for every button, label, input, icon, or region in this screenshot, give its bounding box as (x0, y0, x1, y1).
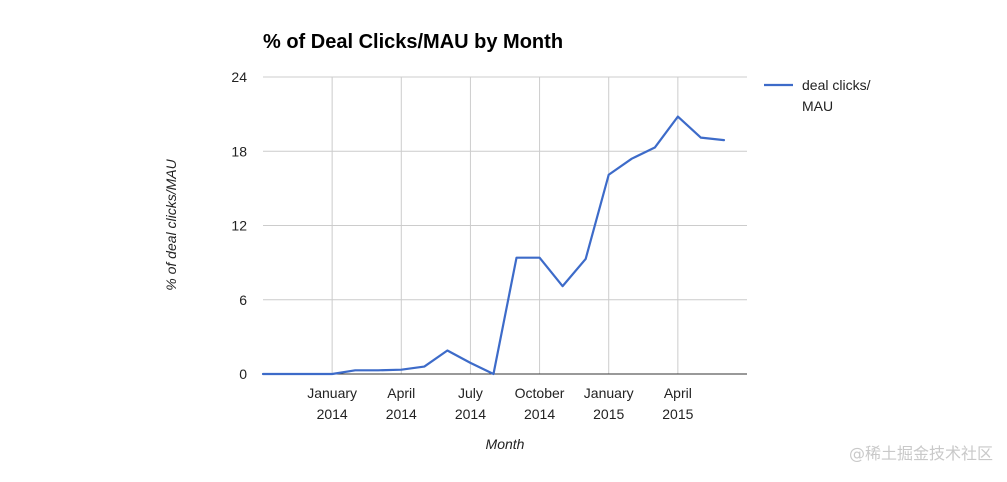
watermark-text: @稀土掘金技术社区 (848, 444, 993, 463)
chart-title: % of Deal Clicks/MAU by Month (263, 31, 563, 53)
x-tick-label: 2014 (386, 406, 417, 422)
series-line (261, 115, 726, 376)
x-tick-label: 2015 (662, 406, 693, 422)
x-tick-label: October (515, 385, 565, 401)
y-tick-label: 24 (231, 69, 247, 85)
x-tick-label: April (664, 385, 692, 401)
y-tick-label: 12 (231, 218, 247, 234)
x-tick-label: 2014 (524, 406, 555, 422)
y-axis-ticks: 0 6 12 18 24 (231, 69, 247, 382)
grid (263, 76, 747, 374)
y-tick-label: 0 (239, 366, 247, 382)
x-tick-label: 2014 (317, 406, 348, 422)
y-tick-label: 6 (239, 292, 247, 308)
x-tick-label: July (458, 385, 483, 401)
legend: deal clicks/MAU (764, 77, 871, 114)
x-tick-label: January (584, 385, 634, 401)
series-layer (261, 115, 726, 376)
x-tick-label: 2014 (455, 406, 486, 422)
y-axis-title: % of deal clicks/MAU (163, 158, 179, 290)
legend-label: deal clicks/ (802, 77, 871, 93)
legend-label: MAU (802, 98, 833, 114)
x-tick-label: January (307, 385, 357, 401)
y-tick-label: 18 (231, 143, 247, 159)
x-tick-label: 2015 (593, 406, 624, 422)
x-tick-label: April (387, 385, 415, 401)
x-axis-ticks: January 2014 April 2014 July 2014 October 2014 J… (307, 385, 693, 422)
x-axis-title: Month (486, 436, 525, 452)
